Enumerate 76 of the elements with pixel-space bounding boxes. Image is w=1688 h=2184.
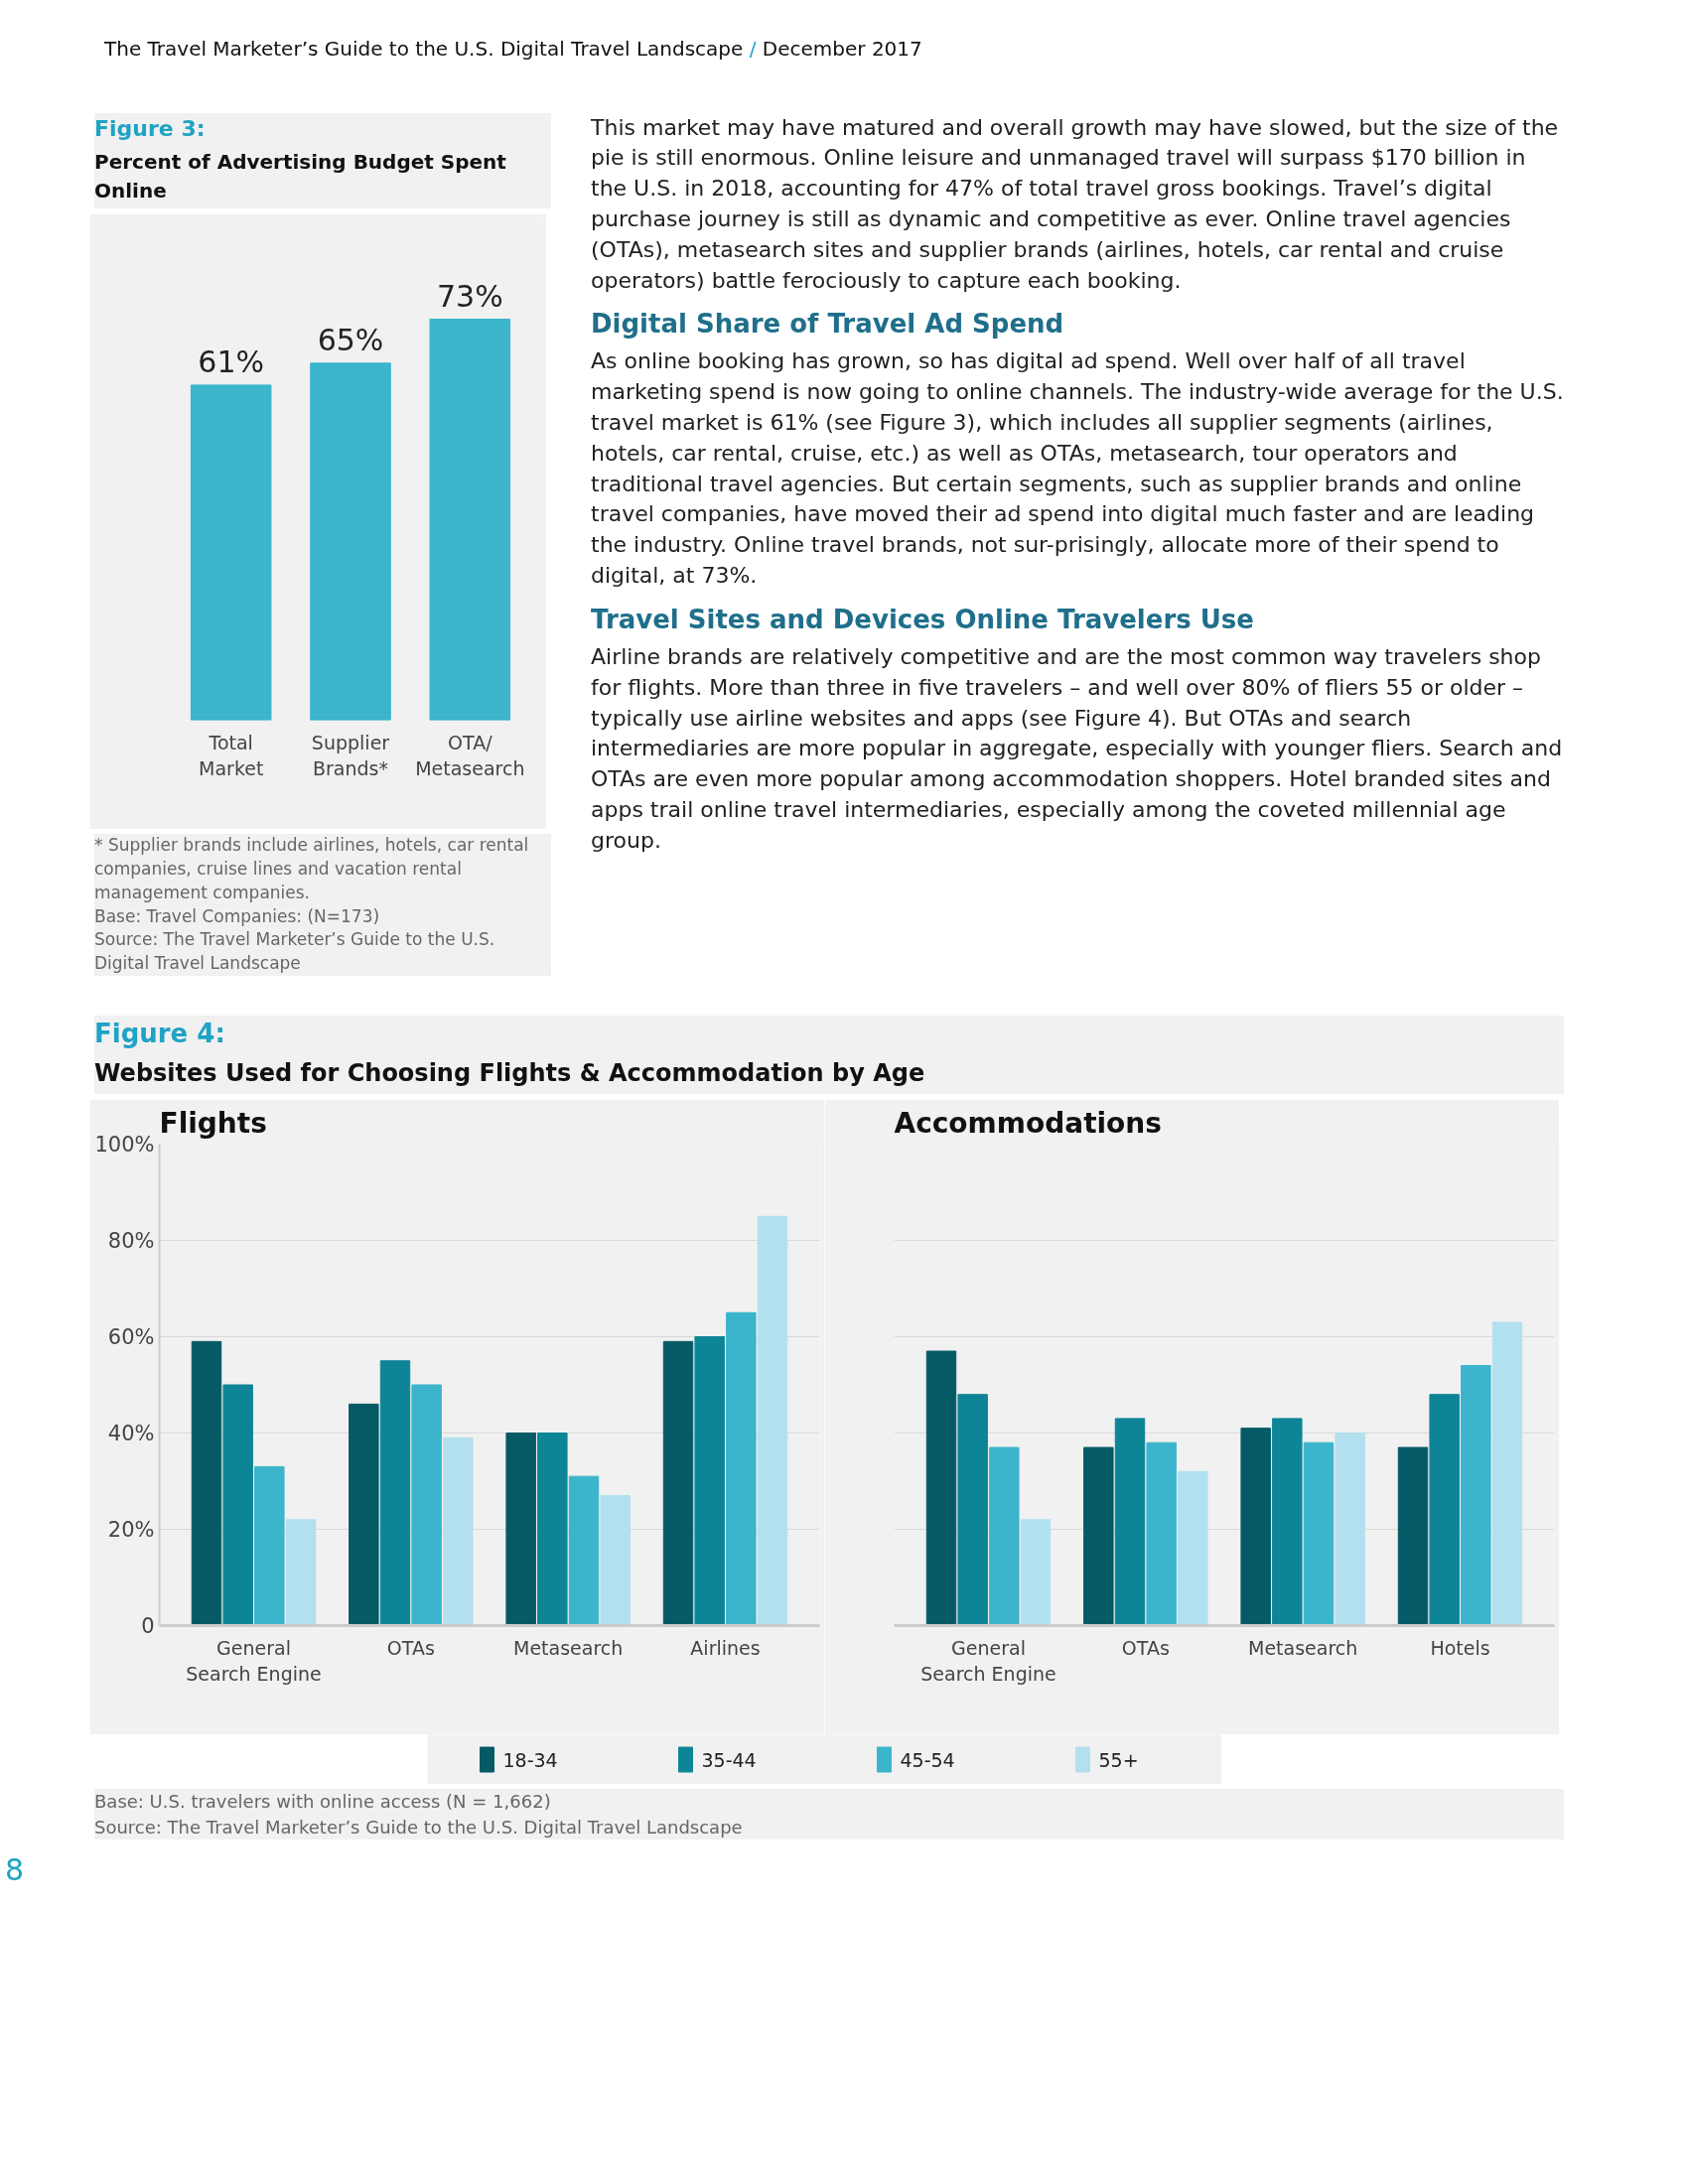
x-tick-label: General Search Engine <box>186 1636 322 1686</box>
bar <box>989 1446 1020 1626</box>
text: Travel Sites and Devices Online Travelers Use <box>591 603 1255 636</box>
bar <box>1461 1365 1491 1626</box>
text: * Supplier brands include airlines, hotels, car rental companies, cruise lines and vacation rental management companies. <box>94 834 530 904</box>
bar <box>254 1466 285 1626</box>
x-tick-label: Metasearch <box>1248 1636 1358 1659</box>
legend-label: 35-44 <box>701 1748 757 1771</box>
bar <box>1491 1321 1523 1626</box>
bar <box>957 1394 988 1626</box>
bar <box>1240 1428 1271 1626</box>
text: 8 <box>5 1850 25 1889</box>
bar <box>1429 1394 1460 1626</box>
bar <box>349 1404 379 1626</box>
bar <box>1114 1418 1146 1626</box>
bar <box>568 1475 600 1626</box>
text: Websites Used for Choosing Flights & Accommodation by Age <box>94 1058 925 1090</box>
text: December 2017 <box>762 37 922 61</box>
x-tick-label: Airlines <box>690 1636 761 1659</box>
x-tick-label: Metasearch <box>513 1636 624 1659</box>
legend-label: 55+ <box>1098 1748 1139 1771</box>
data-label: 65% <box>317 322 384 357</box>
text: The Travel Marketer’s Guide to the U.S. Digital Travel Landscape <box>104 37 744 61</box>
y-tick-label: 0 <box>141 1613 155 1638</box>
x-tick-label: Supplier Brands* <box>311 731 390 780</box>
x-tick-label: OTAs <box>386 1636 435 1659</box>
bar <box>443 1437 474 1626</box>
x-tick-label: General Search Engine <box>920 1636 1056 1686</box>
text: Base: Travel Companies: (N=173) <box>94 904 381 928</box>
bar <box>191 1341 222 1626</box>
text: As online booking has grown, so has digital ad spend. Well over half of all travel marketing spend is now going to online channels. The industry-wide average for the U.S. travel market is 61% (see Figure 3), which includes all supplier segments (airlines, hotels, car rental, cruise, etc.) as well as OTAs, metasearch, tour operators and traditional travel agencies. But certain segments, such as supplier brands and online travel companies, have moved their ad spend into digital much faster and are leading the industry. Online travel brands, not sur-prisingly, allocate more of their spend to digital, at 73%. <box>591 347 1564 591</box>
x-tick-label: Total Market <box>199 731 264 780</box>
bar <box>411 1384 442 1626</box>
y-tick-label: 80% <box>107 1228 155 1253</box>
bar <box>757 1216 788 1626</box>
text: This market may have matured and overall growth may have slowed, but the size of the pie is still enormous. Online leisure and unmanaged travel will surpass $170 billion in the U.S. in 2018, accounting for 47% of total travel gross bookings. Travel’s digital purchase journey is still as dynamic and competitive as ever. Online travel agencies (OTAs), metasearch sites and supplier brands (airlines, hotels, car rental and cruise operators) battle ferociously to capture each booking. <box>591 113 1560 295</box>
y-tick-label: 100% <box>94 1132 155 1157</box>
bar <box>505 1433 536 1626</box>
chart-title: Accommodations <box>894 1106 1162 1140</box>
bar <box>222 1384 253 1626</box>
source-note: Source: The Travel Marketer’s Guide to the U.S. Digital Travel Landscape <box>94 928 496 976</box>
source-note: Source: The Travel Marketer’s Guide to the U.S. Digital Travel Landscape <box>94 1815 743 1840</box>
text: / <box>749 37 757 61</box>
bar <box>1272 1418 1303 1626</box>
x-tick-label: Hotels <box>1430 1636 1490 1659</box>
text: Digital Share of Travel Ad Spend <box>591 308 1065 341</box>
data-label: 73% <box>436 278 503 314</box>
y-tick-label: 20% <box>107 1517 155 1542</box>
bar <box>1335 1433 1365 1626</box>
bar <box>285 1519 317 1626</box>
text: Airline brands are relatively competitive and are the most common way travelers shop for flights. More than three in five travelers – and well over 80% of fliers 55 or older – typically use airline websites and apps (see Figure 4). But OTAs and search intermediaries are more popular in aggregate, especially with younger fliers. Search and OTAs are even more popular among accommodation shoppers. Hotel branded sites and apps trail online travel intermediaries, especially among the coveted millennial age group. <box>591 643 1564 855</box>
bar <box>1397 1446 1429 1626</box>
bar <box>537 1433 568 1626</box>
bar <box>379 1360 411 1626</box>
chart-title: Figure 3: <box>94 114 207 143</box>
x-tick-label: OTA/ Metasearch <box>415 731 525 780</box>
data-label: 61% <box>198 344 265 380</box>
bar <box>1303 1442 1335 1626</box>
chart-title: Flights <box>159 1106 267 1140</box>
bar <box>662 1341 694 1626</box>
bar <box>1146 1442 1177 1626</box>
bar <box>925 1350 957 1626</box>
bar <box>726 1312 757 1626</box>
y-tick-label: 40% <box>107 1421 155 1445</box>
chart-subtitle: Percent of Advertising Budget Spent Online <box>94 149 507 205</box>
bar <box>1083 1446 1114 1626</box>
legend-label: 18-34 <box>502 1748 558 1771</box>
y-tick-label: 60% <box>107 1324 155 1349</box>
bar <box>694 1336 725 1626</box>
bar <box>600 1495 631 1626</box>
bar <box>1020 1519 1052 1626</box>
bar <box>1178 1471 1208 1626</box>
text: Figure 4: <box>94 1017 226 1050</box>
legend-label: 45-54 <box>900 1748 955 1771</box>
text: Base: U.S. travelers with online access (N = 1,662) <box>94 1790 552 1815</box>
x-tick-label: OTAs <box>1121 1636 1170 1659</box>
